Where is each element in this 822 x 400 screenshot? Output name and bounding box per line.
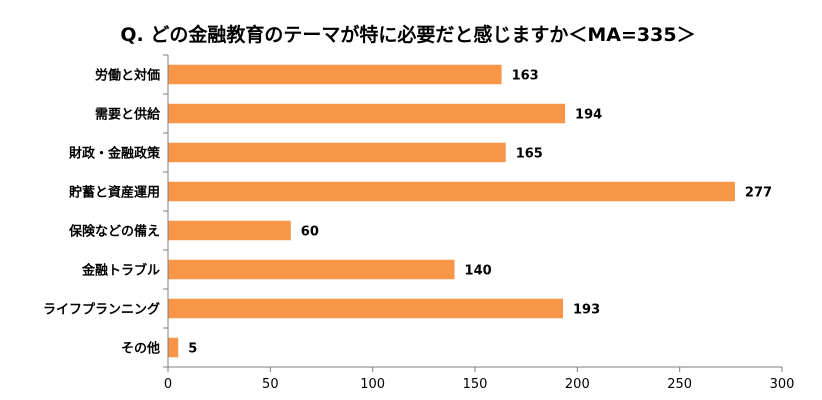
x-tick-label: 150 [463, 377, 488, 392]
category-label: 金融トラブル [81, 263, 160, 279]
category-label: 需要と供給 [95, 107, 161, 123]
bar-3 [168, 142, 506, 163]
data-label: 194 [575, 108, 602, 123]
data-label: 277 [745, 186, 772, 201]
bar-4 [168, 181, 735, 202]
category-label: その他 [121, 341, 160, 357]
axes-group: 労働と対価需要と供給財政・金融政策貯蓄と資産運用保険などの備え金融トラブルライフ… [43, 54, 795, 392]
bar-8 [168, 337, 179, 358]
data-label: 5 [188, 342, 197, 357]
category-label: 労働と対価 [95, 68, 160, 84]
category-label: 貯蓄と資産運用 [69, 185, 160, 201]
x-tick-label: 100 [360, 377, 385, 392]
data-label: 60 [301, 225, 319, 240]
data-label: 163 [512, 69, 539, 84]
x-tick-label: 0 [164, 377, 172, 392]
x-tick-label: 250 [667, 377, 692, 392]
bars-group: 163 194 165 277 60 140 193 5 [168, 64, 772, 358]
data-label: 165 [516, 147, 543, 162]
data-label: 193 [573, 303, 600, 318]
bar-7 [168, 298, 564, 319]
bar-1 [168, 64, 502, 85]
category-label: 財政・金融政策 [68, 146, 161, 162]
category-label: 保険などの備え [68, 224, 160, 240]
category-label: ライフプランニング [43, 302, 160, 318]
x-tick-label: 300 [770, 377, 795, 392]
data-label: 140 [465, 264, 492, 279]
bar-5 [168, 220, 291, 241]
bar-6 [168, 259, 455, 280]
chart-title: Q. どの金融教育のテーマが特に必要だと感じますか＜MA=335＞ [120, 23, 695, 46]
x-tick-label: 50 [262, 377, 279, 392]
x-tick-label: 200 [565, 377, 590, 392]
bar-2 [168, 103, 566, 124]
